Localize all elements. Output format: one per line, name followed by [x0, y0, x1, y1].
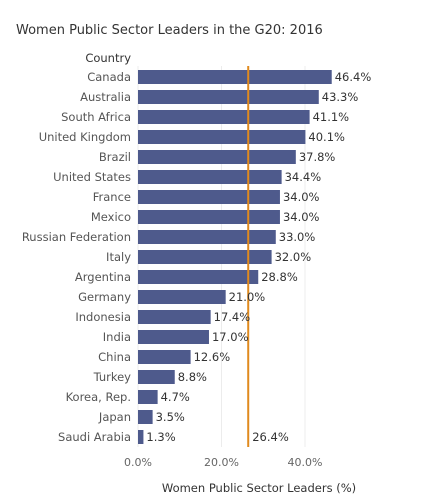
category-label: Argentina — [75, 270, 131, 284]
category-label: Canada — [87, 70, 131, 84]
bar — [138, 170, 282, 184]
category-label: France — [93, 190, 131, 204]
bar — [138, 330, 209, 344]
data-label: 32.0% — [275, 250, 312, 264]
category-label: Russian Federation — [22, 230, 131, 244]
data-label: 41.1% — [313, 110, 350, 124]
category-label: China — [98, 350, 131, 364]
data-label: 17.4% — [214, 310, 251, 324]
data-label: 34.4% — [285, 170, 322, 184]
x-tick-label: 0.0% — [124, 456, 152, 469]
category-label: Korea, Rep. — [66, 390, 131, 404]
data-label: 33.0% — [279, 230, 316, 244]
bar — [138, 70, 332, 84]
category-label: Indonesia — [75, 310, 131, 324]
bar — [138, 310, 211, 324]
data-label: 46.4% — [335, 70, 372, 84]
reference-line-label: 26.4% — [252, 430, 289, 444]
x-axis-label: Women Public Sector Leaders (%) — [162, 481, 356, 495]
x-axis-ticks: 0.0% 20.0% 40.0% — [124, 456, 322, 469]
category-label: Italy — [106, 250, 131, 264]
data-label: 8.8% — [178, 370, 207, 384]
data-label: 21.0% — [229, 290, 266, 304]
category-header: Country — [85, 51, 131, 65]
category-label: Japan — [98, 410, 131, 424]
bar — [138, 90, 319, 104]
data-label: 3.5% — [156, 410, 185, 424]
bar — [138, 370, 175, 384]
category-label: India — [103, 330, 131, 344]
bar — [138, 290, 226, 304]
bar — [138, 150, 296, 164]
data-label: 1.3% — [146, 430, 175, 444]
reference-line-group: 26.4% — [247, 66, 289, 447]
category-label: United Kingdom — [39, 130, 131, 144]
bar — [138, 130, 306, 144]
category-label: Saudi Arabia — [58, 430, 131, 444]
data-label: 34.0% — [283, 190, 320, 204]
bar — [138, 410, 153, 424]
category-labels: Canada Australia South Africa United Kingdo… — [22, 70, 131, 444]
bar — [138, 350, 191, 364]
data-label: 40.1% — [308, 130, 345, 144]
data-label: 37.8% — [299, 150, 336, 164]
data-label: 12.6% — [194, 350, 231, 364]
x-tick-label: 20.0% — [204, 456, 239, 469]
bar — [138, 390, 158, 404]
data-label: 34.0% — [283, 210, 320, 224]
value-labels: 46.4% 43.3% 41.1% 40.1% 37.8% 34.4% 34.0% 34.0%… — [146, 70, 371, 444]
bar — [138, 190, 280, 204]
category-label: Australia — [80, 90, 131, 104]
data-label: 43.3% — [322, 90, 359, 104]
category-label: Germany — [78, 290, 131, 304]
bar — [138, 270, 259, 284]
category-label: South Africa — [61, 110, 131, 124]
x-tick-label: 40.0% — [288, 456, 323, 469]
bar — [138, 210, 280, 224]
data-label: 17.0% — [212, 330, 249, 344]
bar — [138, 110, 310, 124]
data-label: 4.7% — [161, 390, 190, 404]
category-label: Brazil — [99, 150, 131, 164]
category-label: Turkey — [93, 370, 132, 384]
bars — [138, 70, 332, 444]
category-label: United States — [53, 170, 131, 184]
bar — [138, 430, 144, 444]
bar — [138, 230, 276, 244]
category-label: Mexico — [91, 210, 131, 224]
bar — [138, 250, 272, 264]
data-label: 28.8% — [261, 270, 298, 284]
chart-title: Women Public Sector Leaders in the G20: … — [16, 23, 323, 38]
